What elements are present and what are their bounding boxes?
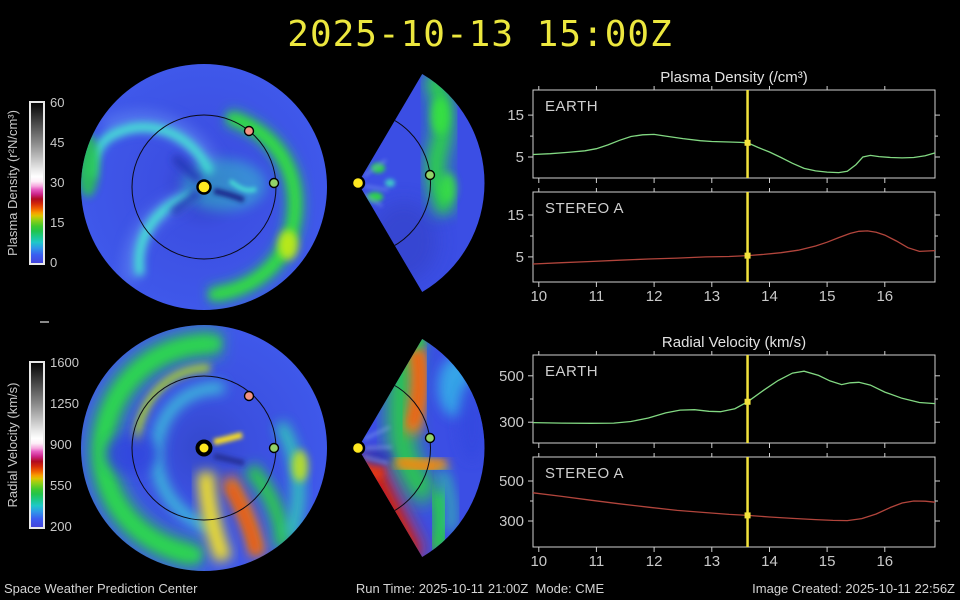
x-tick-label: 11 — [589, 288, 605, 305]
sun-marker — [196, 179, 212, 195]
y-tick-label: 500 — [500, 368, 524, 385]
stereo-a-marker — [243, 390, 255, 402]
series-line — [532, 492, 936, 522]
x-tick-label: 10 — [530, 553, 547, 570]
x-tick-label: 16 — [876, 553, 893, 570]
stereo-a-marker — [243, 125, 255, 137]
velocity-timeseries-chart: Radial Velocity (km/s) 300 500 EARTH 300 500 S… — [500, 334, 940, 570]
cursor-marker — [744, 252, 751, 259]
velocity-meridional-wedge — [350, 339, 485, 557]
x-tick-label: 15 — [819, 288, 836, 305]
x-tick-label: 16 — [876, 288, 893, 305]
x-tick-label: 13 — [703, 553, 720, 570]
series-line — [532, 133, 936, 174]
velocity-colorbar-label: Radial Velocity (km/s) — [5, 382, 20, 508]
colorbar-tick-label: 200 — [50, 519, 72, 534]
y-tick-label: 15 — [507, 207, 524, 224]
y-tick-label: 500 — [500, 473, 524, 490]
colorbar-tick-label: 45 — [50, 135, 65, 150]
colorbar-tick-label: 60 — [50, 95, 65, 110]
x-tick-label: 13 — [703, 288, 720, 305]
y-tick-label: 5 — [516, 149, 524, 166]
panel-frame — [532, 191, 936, 283]
x-tick-label: 10 — [530, 288, 547, 305]
density-timeseries-chart: Plasma Density (/cm³) 5 15 EARTH 5 15 STEREO A… — [507, 69, 940, 305]
density-colorbar-label: Plasma Density (r²N/cm³) — [5, 110, 20, 256]
colorbar-tick-label: 550 — [50, 478, 72, 493]
sun-marker — [195, 439, 213, 457]
dash-artifact — [40, 321, 49, 323]
cursor-marker — [744, 512, 751, 519]
status-run-info: Run Time: 2025-10-11 21:00Z Mode: CME — [355, 581, 605, 596]
y-tick-label: 300 — [500, 513, 524, 530]
earth-marker — [268, 442, 280, 454]
sun-marker — [350, 175, 366, 191]
earth-orbit-arc — [358, 110, 431, 256]
y-tick-label: 15 — [507, 107, 524, 124]
y-tick-label: 5 — [516, 249, 524, 266]
colorbar-tick-label: 1600 — [50, 355, 79, 370]
x-tick-label: 15 — [819, 553, 836, 570]
velocity-heliosphere-map — [81, 325, 327, 571]
panel-label: STEREO A — [545, 200, 624, 217]
earth-marker — [424, 169, 436, 181]
density-map-art — [81, 64, 327, 310]
x-tick-label: 14 — [761, 288, 778, 305]
density-heliosphere-map — [81, 64, 327, 310]
colorbar-tick-label: 0 — [50, 255, 58, 270]
colorbar-tick-label: 15 — [50, 215, 65, 230]
colorbar-tick-label: 1250 — [50, 396, 79, 411]
density-meridional-wedge — [350, 74, 485, 292]
colorbar-tick-label: 30 — [50, 175, 65, 190]
x-tick-label: 12 — [646, 553, 663, 570]
velocity-colorbar — [29, 361, 45, 529]
x-tick-label: 12 — [646, 288, 663, 305]
panel-frame — [532, 89, 936, 179]
earth-marker — [268, 177, 280, 189]
status-bar: Space Weather Prediction Center Run Time… — [0, 576, 960, 600]
x-tick-label: 11 — [589, 553, 605, 570]
cursor-marker — [744, 398, 751, 405]
forecast-time-title: 2025-10-13 15:00Z — [287, 14, 673, 55]
earth-orbit-arc — [358, 375, 431, 521]
series-line — [532, 230, 936, 265]
earth-marker — [424, 432, 436, 444]
panel-label: STEREO A — [545, 465, 624, 482]
colorbar-tick-label: 900 — [50, 437, 72, 452]
panel-label: EARTH — [545, 363, 598, 380]
x-tick-label: 14 — [761, 553, 778, 570]
y-tick-label: 300 — [500, 414, 524, 431]
status-org: Space Weather Prediction Center — [4, 581, 198, 596]
chart-title: Radial Velocity (km/s) — [662, 334, 806, 351]
panel-label: EARTH — [545, 98, 598, 115]
density-colorbar — [29, 101, 45, 265]
cursor-marker — [744, 139, 751, 146]
series-line — [532, 370, 936, 424]
sun-marker — [350, 440, 366, 456]
chart-title: Plasma Density (/cm³) — [660, 69, 808, 86]
status-image-created: Image Created: 2025-10-11 22:56Z — [752, 581, 955, 596]
